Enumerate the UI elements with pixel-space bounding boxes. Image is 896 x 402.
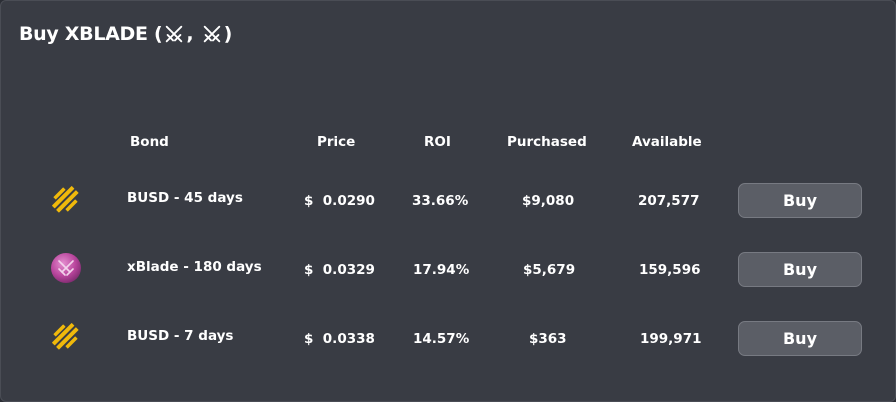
bond-purchased: $5,679 [523,262,576,278]
header-bond: Bond [130,134,169,150]
bond-price: $ 0.0290 [304,193,375,209]
buy-button[interactable]: Buy [738,321,862,356]
header-purchased: Purchased [507,134,587,150]
bond-roi: 33.66% [412,193,469,209]
page-title: Buy XBLADE ( , ) [19,23,232,45]
header-price: Price [317,134,356,150]
header-roi: ROI [424,134,451,150]
bond-price: $ 0.0338 [304,331,375,347]
bond-available: 207,577 [638,193,700,209]
buy-button[interactable]: Buy [738,252,862,287]
busd-icon [52,323,79,350]
bond-name: xBlade - 180 days [127,259,262,275]
buy-button[interactable]: Buy [738,183,862,218]
title-suffix: ) [223,23,233,45]
bond-purchased: $363 [529,331,567,347]
title-separator: , [186,23,200,45]
bond-name: BUSD - 7 days [127,328,234,344]
header-available: Available [632,134,702,150]
bond-purchased: $9,080 [522,193,575,209]
bond-available: 159,596 [639,262,701,278]
bond-price: $ 0.0329 [304,262,375,278]
crossed-swords-icon [166,25,183,43]
bond-roi: 17.94% [413,262,470,278]
bond-available: 199,971 [640,331,702,347]
busd-icon [52,186,79,213]
title-prefix: Buy XBLADE ( [19,23,163,45]
bond-roi: 14.57% [413,331,470,347]
crossed-swords-icon [203,25,220,43]
bond-name: BUSD - 45 days [127,190,243,206]
xblade-icon [51,253,81,283]
